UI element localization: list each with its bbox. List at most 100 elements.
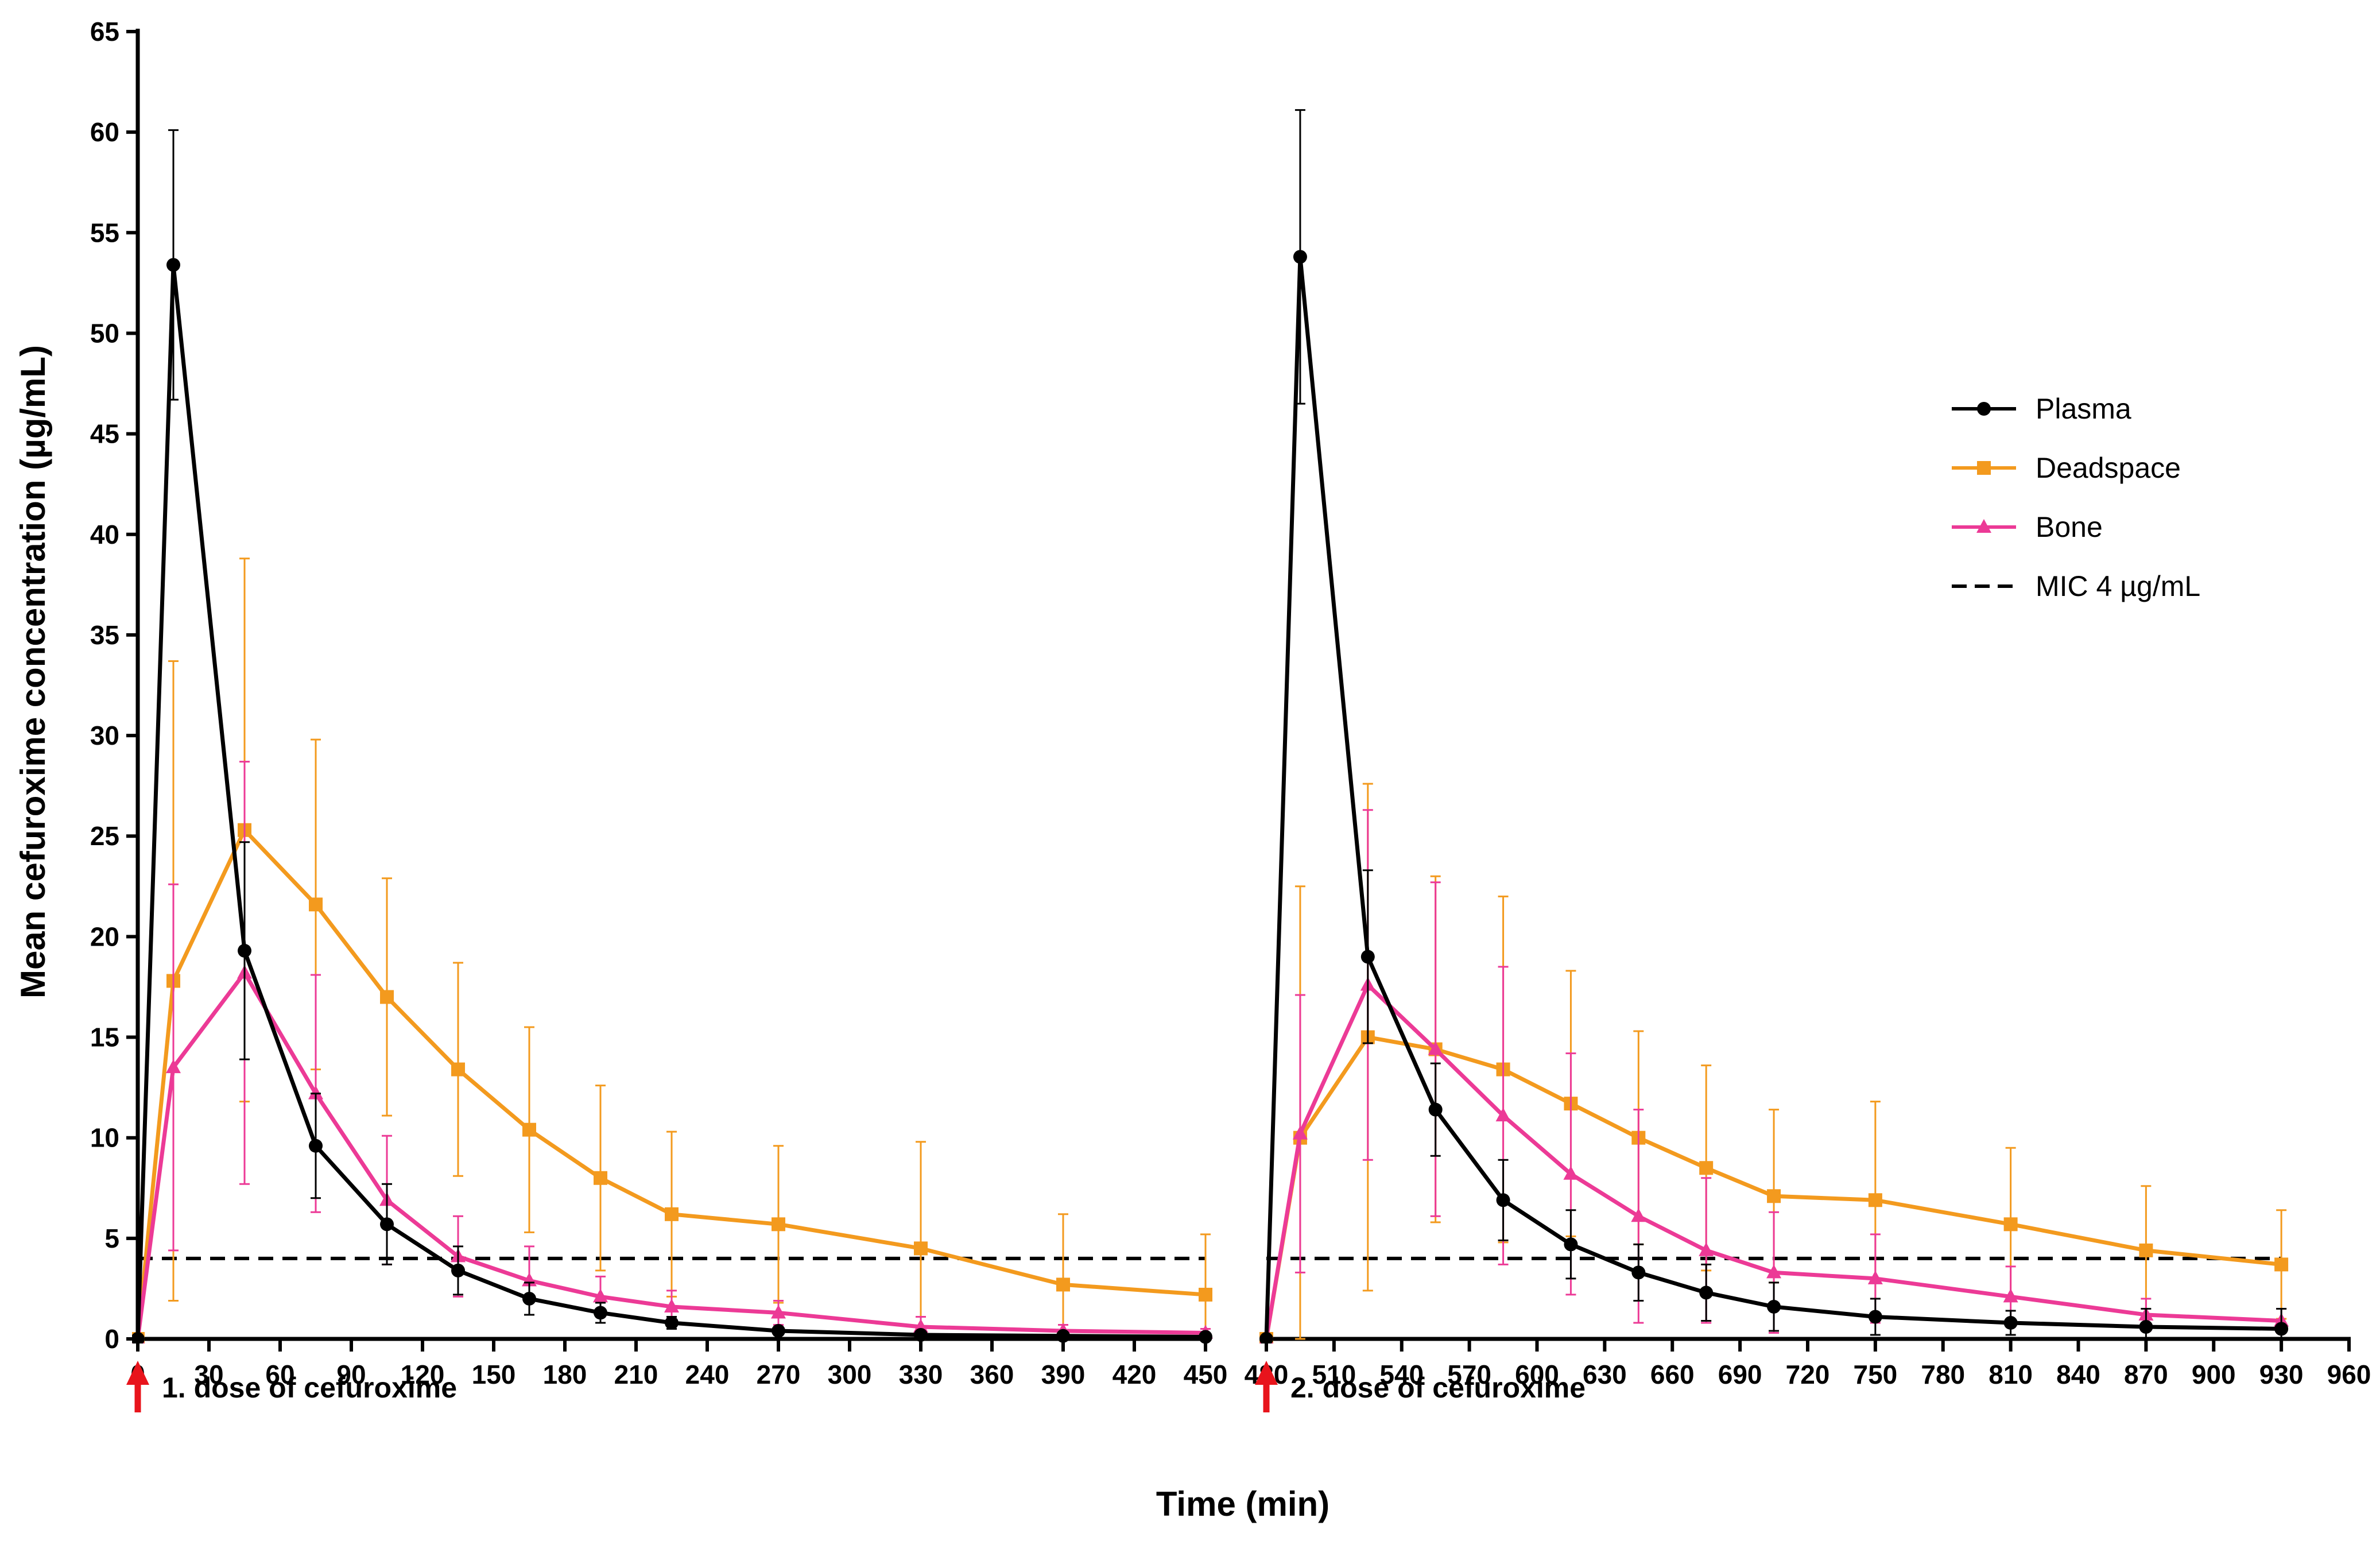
x-tick-label: 660 [1650, 1360, 1695, 1389]
dose-arrow-head [1255, 1361, 1278, 1385]
x-tick-label: 60 [265, 1360, 294, 1389]
legend-item: Bone [1952, 511, 2103, 543]
y-tick-label: 35 [90, 620, 119, 650]
legend: Plasma Deadspace Bone MIC 4 µg/mL [1952, 393, 2200, 602]
data-point-plasma [1199, 1330, 1212, 1343]
data-point-bone [1766, 1264, 1782, 1279]
legend-label: Plasma [2036, 393, 2131, 425]
data-point-plasma [2003, 1315, 2018, 1330]
x-tick-label: 150 [472, 1360, 516, 1389]
y-tick-label: 45 [90, 419, 119, 449]
y-tick-label: 10 [90, 1123, 119, 1153]
data-point-deadspace [380, 990, 394, 1004]
y-tick-label: 65 [90, 17, 119, 47]
data-point-plasma [1631, 1265, 1646, 1280]
x-tick-label: 90 [336, 1360, 366, 1389]
series-plasma [1259, 109, 2289, 1343]
series-deadspace [132, 557, 1212, 1343]
x-tick-label: 630 [1583, 1360, 1627, 1389]
y-axis: 0 5 10 15 20 25 30 35 40 45 50 55 60 65 [90, 17, 140, 1354]
data-point-deadspace [665, 1207, 679, 1221]
data-point-bone [1867, 1270, 1883, 1284]
data-point-bone [593, 1288, 608, 1303]
data-point-plasma [914, 1327, 928, 1342]
data-point-plasma [1056, 1329, 1070, 1343]
plot-area [1259, 109, 2289, 1343]
legend-item: Deadspace [1952, 452, 2181, 484]
data-point-deadspace [309, 897, 323, 912]
x-tick-label: 570 [1447, 1360, 1491, 1389]
x-tick-label: 180 [543, 1360, 587, 1389]
data-point-deadspace [1699, 1161, 1714, 1175]
y-tick-label: 0 [104, 1324, 119, 1354]
data-point-deadspace [2274, 1257, 2289, 1272]
x-axis-title: Time (min) [1156, 1485, 1329, 1523]
series-bone [1259, 809, 2289, 1343]
data-point-deadspace [522, 1122, 536, 1137]
x-tick-label: 360 [970, 1360, 1014, 1389]
x-tick-label: 450 [1184, 1360, 1228, 1389]
x-tick-label: 840 [2056, 1360, 2100, 1389]
data-point-plasma [132, 1332, 145, 1343]
x-tick-label: 750 [1854, 1360, 1898, 1389]
data-point-deadspace [594, 1171, 607, 1185]
dose-label: 1. dose of cefuroxime [162, 1372, 457, 1404]
x-tick-label: 960 [2327, 1360, 2371, 1389]
y-axis-title: Mean cefuroxime concentration (µg/mL) [14, 345, 52, 998]
dose-arrow [1255, 1361, 1278, 1412]
y-tick-label: 20 [90, 921, 119, 951]
data-point-plasma [594, 1306, 607, 1320]
legend-item: MIC 4 µg/mL [1952, 570, 2200, 602]
x-tick-label: 30 [194, 1360, 223, 1389]
x-tick-label: 930 [2259, 1360, 2304, 1389]
data-point-bone [2003, 1288, 2018, 1303]
data-point-plasma [1699, 1286, 1714, 1300]
legend-label: MIC 4 µg/mL [2036, 570, 2200, 602]
data-point-plasma [2274, 1322, 2289, 1336]
data-point-deadspace [451, 1062, 465, 1077]
legend-item: Plasma [1952, 393, 2131, 425]
data-point-plasma [1496, 1193, 1510, 1207]
y-tick-label: 15 [90, 1023, 119, 1052]
y-tick-label: 60 [90, 117, 119, 147]
data-point-plasma [309, 1139, 323, 1153]
data-point-deadspace [772, 1217, 785, 1232]
data-point-plasma [1564, 1237, 1578, 1252]
data-point-plasma [1767, 1299, 1781, 1314]
data-point-bone [1699, 1242, 1714, 1256]
data-point-bone [1631, 1208, 1646, 1222]
data-point-deadspace [1199, 1287, 1212, 1302]
x-tick-label: 720 [1786, 1360, 1830, 1389]
legend-marker [1977, 402, 1991, 416]
data-point-plasma [1360, 950, 1375, 964]
data-point-plasma [380, 1217, 394, 1232]
data-point-deadspace [1767, 1189, 1781, 1203]
data-point-plasma [1428, 1102, 1443, 1117]
plot-area [132, 129, 1213, 1343]
x-tick-label: 330 [899, 1360, 943, 1389]
x-tick-label: 420 [1113, 1360, 1157, 1389]
dose-label: 2. dose of cefuroxime [1290, 1372, 1586, 1404]
data-point-bone [771, 1304, 786, 1319]
data-point-plasma [772, 1323, 785, 1338]
data-point-plasma [1259, 1332, 1273, 1343]
legend-marker [1976, 519, 1991, 533]
data-point-bone [1292, 1125, 1308, 1140]
panel-second-dose: 4805105405706006306606907207507808108408… [1245, 109, 2371, 1412]
dose-arrow [126, 1361, 149, 1412]
data-point-bone [1428, 1041, 1443, 1055]
x-tick-label: 900 [2192, 1360, 2236, 1389]
y-tick-label: 5 [104, 1223, 119, 1253]
data-point-deadspace [1868, 1193, 1882, 1207]
x-tick-label: 240 [685, 1360, 730, 1389]
y-tick-label: 55 [90, 218, 119, 247]
data-point-plasma [1868, 1310, 1882, 1324]
data-point-plasma [2139, 1319, 2153, 1334]
data-point-deadspace [914, 1241, 928, 1256]
x-tick-label: 300 [828, 1360, 872, 1389]
series-plasma [132, 129, 1212, 1343]
data-point-plasma [522, 1291, 536, 1306]
data-point-bone [664, 1298, 679, 1312]
x-tick-label: 390 [1041, 1360, 1086, 1389]
